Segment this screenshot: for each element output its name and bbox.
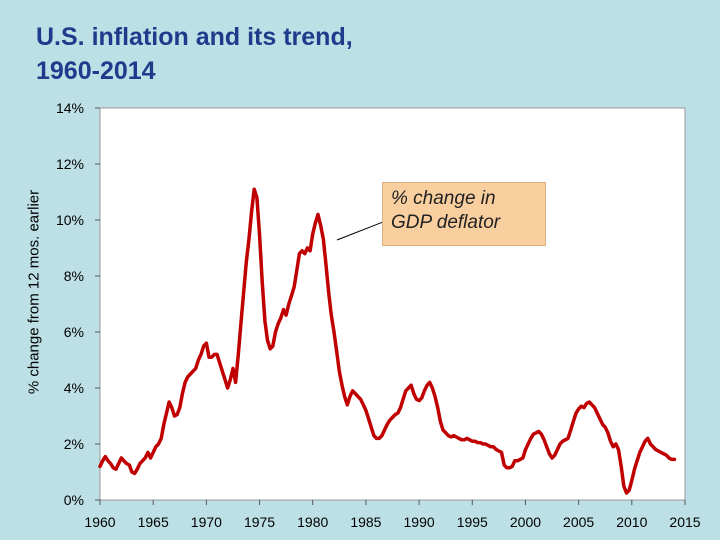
- x-tick-label: 2010: [616, 514, 647, 530]
- x-tick-label: 1980: [297, 514, 328, 530]
- x-tick-label: 1995: [457, 514, 488, 530]
- chart-title: U.S. inflation and its trend, 1960-2014: [36, 20, 353, 88]
- y-tick-label: 10%: [56, 212, 84, 228]
- series-line-gdp-deflator: [98, 187, 677, 495]
- x-tick-label: 1975: [244, 514, 275, 530]
- x-tick-label: 1970: [191, 514, 222, 530]
- x-tick-label: 2015: [669, 514, 700, 530]
- y-tick-label: 6%: [64, 324, 84, 340]
- annotation-line-1: % change in: [391, 188, 496, 209]
- series-annotation-box: % change in GDP deflator: [382, 182, 546, 246]
- x-tick-label: 1965: [138, 514, 169, 530]
- x-tick-label: 2005: [563, 514, 594, 530]
- x-tick-label: 1990: [404, 514, 435, 530]
- annotation-line-2: GDP deflator: [391, 212, 501, 233]
- chart-title-line-2: 1960-2014: [36, 57, 156, 85]
- chart-title-line-1: U.S. inflation and its trend,: [36, 23, 353, 51]
- y-tick-label: 12%: [56, 156, 84, 172]
- y-tick-label: 8%: [64, 268, 84, 284]
- y-tick-label: 2%: [64, 436, 84, 452]
- callout-leader-line: [336, 221, 384, 241]
- y-tick-label: 14%: [56, 100, 84, 116]
- x-tick-label: 1960: [84, 514, 115, 530]
- y-tick-label: 4%: [64, 380, 84, 396]
- plot-area: [99, 107, 686, 501]
- x-tick-label: 2000: [510, 514, 541, 530]
- x-tick-label: 1985: [350, 514, 381, 530]
- y-tick-label: 0%: [64, 492, 84, 508]
